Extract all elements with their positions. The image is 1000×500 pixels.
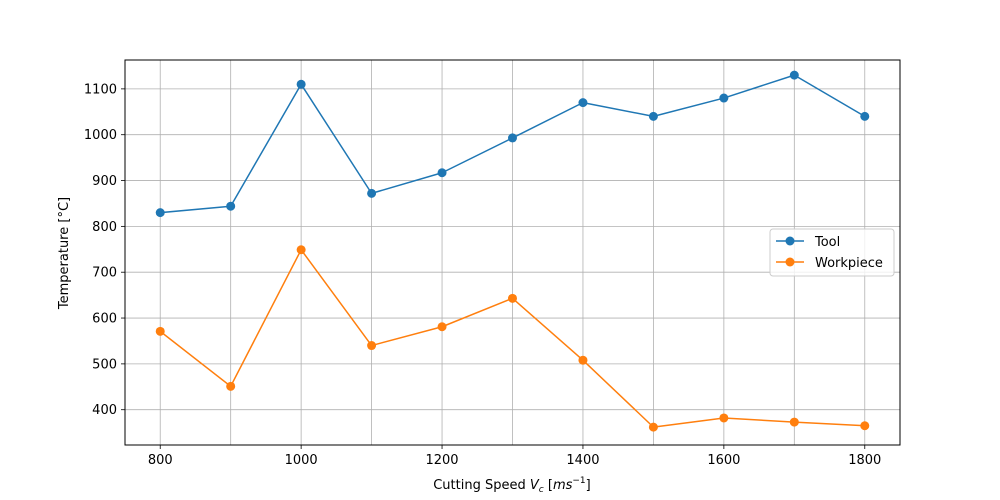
data-point-workpiece bbox=[789, 417, 799, 427]
x-tick-label: 1200 bbox=[425, 453, 458, 468]
data-point-workpiece bbox=[860, 421, 870, 431]
x-tick-label: 1600 bbox=[707, 453, 740, 468]
y-axis-label: Temperature [°C] bbox=[57, 197, 72, 310]
legend-marker-workpiece bbox=[785, 257, 795, 267]
data-point-tool bbox=[719, 93, 729, 103]
data-point-tool bbox=[437, 168, 447, 178]
data-point-tool bbox=[648, 111, 658, 121]
data-point-tool bbox=[367, 188, 377, 198]
data-point-tool bbox=[578, 98, 588, 108]
data-point-workpiece bbox=[155, 326, 165, 336]
y-tick-label: 700 bbox=[92, 266, 117, 281]
plot-series bbox=[155, 70, 870, 432]
data-point-workpiece bbox=[226, 381, 236, 391]
x-axis-label: Cutting Speed Vc [ms−1] bbox=[433, 476, 591, 495]
x-tick-label: 1400 bbox=[566, 453, 599, 468]
legend-marker-tool bbox=[785, 236, 795, 246]
data-point-workpiece bbox=[578, 355, 588, 365]
y-tick-label: 600 bbox=[92, 312, 117, 327]
plot-frame bbox=[124, 59, 901, 446]
data-point-workpiece bbox=[367, 341, 377, 351]
y-tick-label: 500 bbox=[92, 357, 117, 372]
data-point-tool bbox=[789, 70, 799, 80]
data-point-workpiece bbox=[508, 293, 517, 303]
data-point-workpiece bbox=[296, 245, 306, 255]
y-tick-label: 800 bbox=[92, 220, 117, 235]
x-tick-label: 1000 bbox=[285, 453, 318, 468]
data-point-tool bbox=[226, 201, 236, 211]
data-point-tool bbox=[860, 111, 870, 121]
y-tick-label: 900 bbox=[92, 174, 117, 189]
data-point-workpiece bbox=[719, 413, 729, 423]
y-tick-label: 400 bbox=[92, 403, 117, 418]
data-point-tool bbox=[296, 79, 306, 89]
x-tick-label: 1800 bbox=[848, 453, 881, 468]
data-point-workpiece bbox=[648, 422, 658, 432]
y-tick-label: 1100 bbox=[84, 82, 117, 97]
x-tick-label: 800 bbox=[148, 453, 173, 468]
data-point-tool bbox=[508, 133, 517, 143]
legend-label-workpiece: Workpiece bbox=[815, 256, 883, 271]
legend: Tool Workpiece bbox=[769, 228, 895, 277]
legend-label-tool: Tool bbox=[814, 235, 840, 250]
data-point-tool bbox=[155, 208, 165, 218]
y-tick-label: 1000 bbox=[84, 128, 117, 143]
axis-ticks: 800 1000 1200 1400 1600 1800 400 500 600 700 800 90… bbox=[84, 82, 881, 468]
data-point-workpiece bbox=[437, 322, 447, 332]
